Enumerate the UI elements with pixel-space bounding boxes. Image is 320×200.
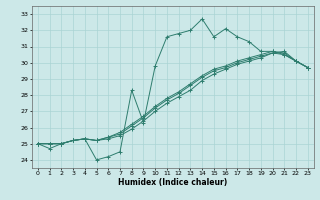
X-axis label: Humidex (Indice chaleur): Humidex (Indice chaleur) [118, 178, 228, 187]
